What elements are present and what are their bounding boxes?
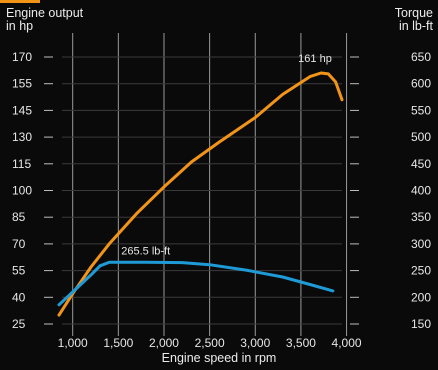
y-right-tick-label: 500	[411, 130, 431, 144]
x-tick-label: 2,500	[195, 336, 225, 350]
y-right-tick-label: 450	[411, 157, 431, 171]
y-axis-right-title: Torque in lb-ft	[394, 6, 433, 33]
y-right-tick-label: 350	[411, 210, 431, 224]
x-tick-label: 1,000	[58, 336, 88, 350]
y-right-tick-label: 550	[411, 103, 431, 117]
y-left-tick-label: 145	[12, 103, 32, 117]
x-tick-label: 1,500	[103, 336, 133, 350]
y-right-tick-label: 300	[411, 237, 431, 251]
y-left-tick-label: 155	[12, 77, 32, 91]
data-label-annotation: 265.5 lb-ft	[121, 245, 170, 257]
y-right-tick-label: 200	[411, 290, 431, 304]
y-left-tick-label: 25	[12, 317, 26, 331]
x-tick-label: 3,500	[286, 336, 316, 350]
y-left-tick-label: 85	[12, 210, 26, 224]
y-right-tick-label: 250	[411, 264, 431, 278]
y-right-tick-label: 600	[411, 77, 431, 91]
torque-line	[57, 260, 335, 307]
x-tick-label: 3,000	[240, 336, 270, 350]
y-axis-left-title: Engine output in hp	[6, 6, 84, 33]
y-left-tick-label: 130	[12, 130, 32, 144]
engine-output-line	[57, 71, 344, 317]
x-tick-label: 4,000	[332, 336, 362, 350]
y-left-tick-label: 55	[12, 264, 26, 278]
y-left-tick-label: 115	[12, 157, 31, 171]
x-tick-label: 2,000	[149, 336, 179, 350]
y-right-tick-label: 650	[411, 50, 431, 64]
y-right-tick-label: 150	[411, 317, 431, 331]
data-label-annotation: 161 hp	[298, 53, 332, 65]
y-left-tick-label: 170	[12, 50, 32, 64]
y-left-tick-label: 40	[12, 290, 26, 304]
header-accent-bar	[0, 0, 40, 3]
x-axis-title: Engine speed in rpm	[161, 351, 277, 365]
y-left-tick-label: 70	[12, 237, 26, 251]
y-left-tick-label: 100	[12, 184, 32, 198]
y-right-tick-label: 400	[411, 184, 431, 198]
